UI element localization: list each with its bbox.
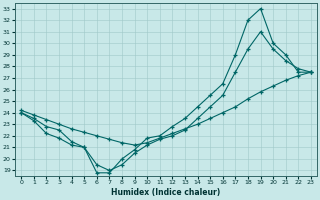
X-axis label: Humidex (Indice chaleur): Humidex (Indice chaleur) — [111, 188, 221, 197]
